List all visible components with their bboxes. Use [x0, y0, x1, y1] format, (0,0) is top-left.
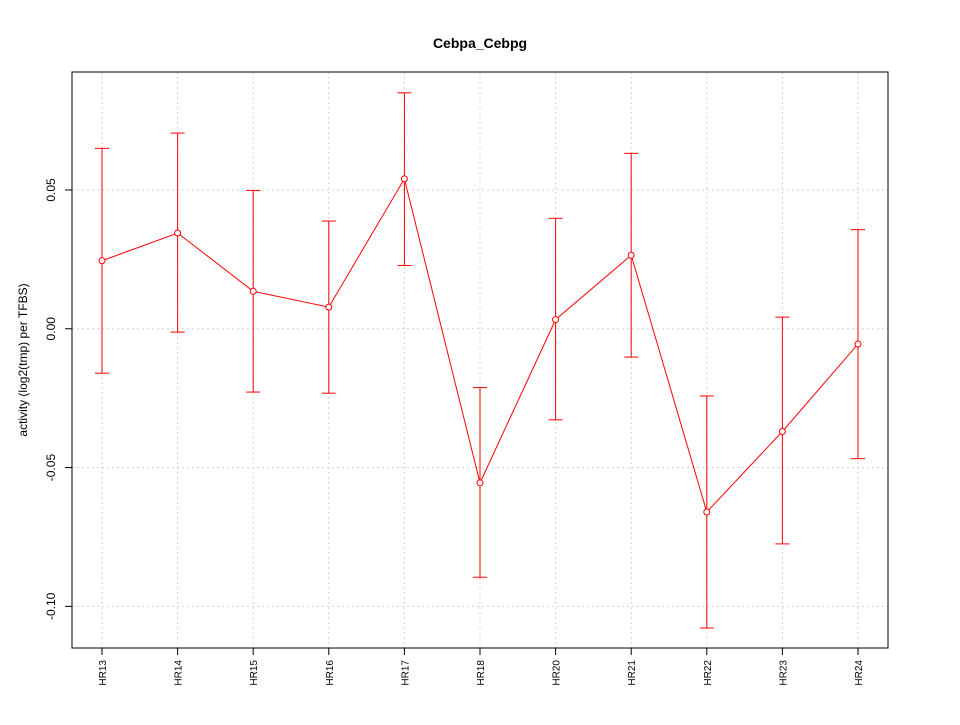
data-point — [249, 287, 257, 295]
data-point — [627, 251, 635, 259]
x-tick-label: HR23 — [778, 660, 789, 686]
data-point — [854, 340, 862, 348]
data-point — [98, 257, 106, 265]
data-point — [400, 175, 408, 183]
data-point — [325, 303, 333, 311]
x-tick-label: HR13 — [98, 660, 109, 686]
y-tick-label: 0.05 — [44, 178, 58, 202]
data-point — [778, 427, 786, 435]
x-tick-label: HR14 — [174, 660, 185, 686]
x-tick-label: HR15 — [249, 660, 260, 686]
axes: -0.10 -0.05 0.00 0.05 HR13 HR14 HR15 HR16 HR17 HR… — [44, 178, 865, 686]
y-tick-label: -0.10 — [44, 592, 58, 620]
data-point — [476, 479, 484, 487]
y-tick-label: -0.05 — [44, 454, 58, 482]
data-point — [703, 508, 711, 516]
y-tick-label: 0.00 — [44, 317, 58, 341]
x-tick-label: HR16 — [325, 660, 336, 686]
grid-lines — [72, 72, 888, 648]
x-tick-label: HR20 — [552, 660, 563, 686]
chart-title: Cebpa_Cebpg — [433, 35, 527, 51]
y-axis-label: activity (log2(tmp) per TFBS) — [16, 283, 30, 436]
x-tick-label: HR21 — [627, 660, 638, 686]
x-tick-label: HR18 — [476, 660, 487, 686]
x-tick-label: HR24 — [854, 660, 865, 686]
x-tick-label: HR22 — [703, 660, 714, 686]
series — [95, 92, 865, 629]
data-point — [174, 229, 182, 237]
data-point — [552, 316, 560, 324]
x-tick-label: HR17 — [400, 660, 411, 686]
